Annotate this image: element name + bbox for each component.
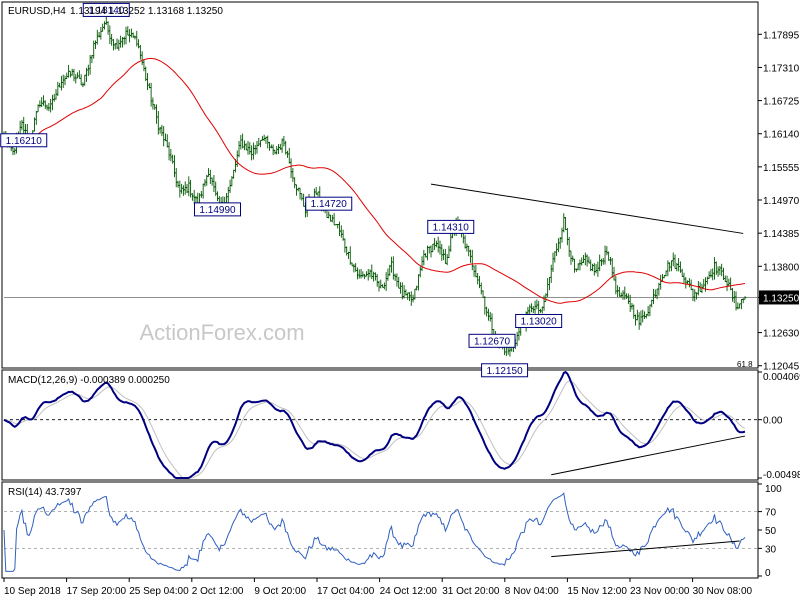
- annotation-box: [305, 196, 353, 211]
- annotation-label: 1.12150: [487, 366, 524, 377]
- annotation-box: [0, 133, 48, 148]
- annotation-1.12150: 1.12150: [481, 363, 529, 378]
- rsi-line: [3, 492, 746, 572]
- annotation-label: 1.13020: [521, 316, 558, 327]
- macd-trendline: [551, 435, 746, 476]
- current-price-box: [759, 290, 799, 305]
- price-y-tick-label: 1.13800: [763, 262, 800, 273]
- rsi-y-tick-label: 0: [765, 568, 771, 579]
- annotation-1.12670: 1.12670: [468, 333, 516, 348]
- price-trendline: [430, 183, 744, 234]
- x-tick-label: 17 Sep 20:00: [67, 586, 127, 597]
- x-tick-label: 17 Oct 04:00: [317, 586, 375, 597]
- annotation-label: 1.14720: [311, 199, 348, 210]
- price-y-tick-label: 1.16140: [763, 130, 800, 141]
- rsi-trendline: [551, 540, 740, 558]
- annotation-label: 1.18140: [88, 5, 125, 16]
- macd-y-tick-label: 0.00: [763, 416, 783, 427]
- macd-y-tick-label: 0.004069: [763, 372, 800, 383]
- price-y-tick-label: 1.14385: [763, 229, 800, 240]
- watermark: ActionForex.com: [139, 320, 304, 345]
- macd-label: MACD(12,26,9) -0.000389 0.000250: [8, 375, 170, 386]
- annotation-1.14990: 1.14990: [194, 202, 242, 217]
- x-tick-label: 15 Nov 12:00: [567, 586, 627, 597]
- x-tick-label: 24 Oct 12:00: [380, 586, 438, 597]
- price-layer: 1.18140 1.16210 1.14310 1.14990 1.14720 1.130…: [0, 2, 758, 378]
- annotation-box: [481, 363, 529, 378]
- corner-fib-label: 61.8: [737, 360, 753, 369]
- x-tick-label: 10 Sep 2018: [4, 586, 61, 597]
- annotation-1.16210: 1.16210: [0, 133, 48, 148]
- annotation-1.14720: 1.14720: [305, 196, 353, 211]
- price-y-tick-label: 1.12630: [763, 329, 800, 340]
- annotation-box: [82, 2, 130, 17]
- x-tick-label: 2 Oct 12:00: [192, 586, 244, 597]
- rsi-label: RSI(14) 43.7397: [8, 487, 82, 498]
- moving-average-line: [3, 58, 746, 304]
- rsi-layer: [3, 492, 758, 572]
- annotation-label: 1.14990: [199, 205, 236, 216]
- annotation-label: 1.16210: [6, 136, 43, 147]
- rsi-y-tick-label: 50: [765, 526, 777, 537]
- macd-pane-frame: [1, 369, 759, 481]
- rsi-pane-frame: [1, 481, 759, 579]
- macd-line: [3, 370, 746, 479]
- annotation-box: [427, 219, 475, 234]
- price-y-tick-label: 1.17310: [763, 63, 800, 74]
- annotation-1.18140: 1.18140: [82, 2, 130, 17]
- rsi-y-tick-label: 70: [765, 508, 777, 519]
- price-y-tick-label: 1.17895: [763, 30, 800, 41]
- axis-layer: 1.17895 1.17310 1.16725 1.16140 1.15555 1.149…: [3, 30, 800, 597]
- price-bar: [743, 296, 747, 300]
- annotation-box: [194, 202, 242, 217]
- annotation-label: 1.12670: [474, 336, 511, 347]
- annotation-1.14310: 1.14310: [427, 219, 475, 234]
- rsi-y-tick-label: 30: [765, 544, 777, 555]
- price-y-tick-label: 1.16725: [763, 97, 800, 108]
- x-tick-label: 25 Sep 04:00: [129, 586, 189, 597]
- annotation-box: [515, 313, 563, 328]
- macd-signal-line: [3, 380, 746, 479]
- symbol-label: EURUSD,H4: [8, 6, 66, 17]
- x-tick-label: 30 Nov 08:00: [693, 586, 753, 597]
- macd-layer: [3, 370, 758, 479]
- ohlc-label: 1.13194 1.13252 1.13168 1.13250: [70, 6, 223, 17]
- price-y-tick-label: 1.15555: [763, 163, 800, 174]
- annotation-box: [468, 333, 516, 348]
- x-tick-label: 9 Oct 20:00: [254, 586, 306, 597]
- current-price-label: 1.13250: [763, 293, 800, 304]
- annotation-label: 1.14310: [433, 222, 470, 233]
- x-tick-label: 31 Oct 20:00: [442, 586, 500, 597]
- price-y-tick-label: 1.12045: [763, 362, 800, 373]
- rsi-y-tick-label: 100: [765, 484, 782, 495]
- x-tick-label: 8 Nov 04:00: [505, 586, 559, 597]
- annotation-1.13020: 1.13020: [515, 313, 563, 328]
- x-tick-label: 23 Nov 00:00: [630, 586, 690, 597]
- price-y-tick-label: 1.14970: [763, 196, 800, 207]
